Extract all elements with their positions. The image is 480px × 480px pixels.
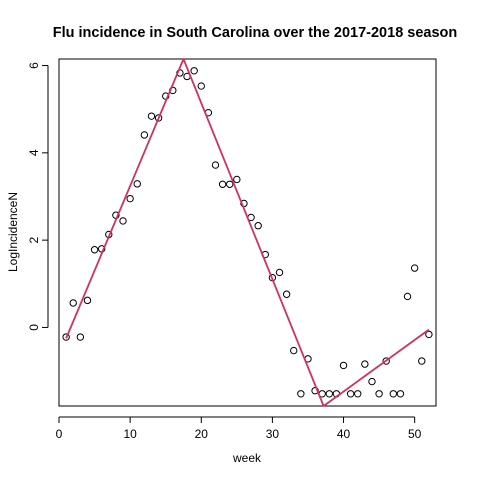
data-point: [147, 112, 156, 120]
data-point: [133, 180, 141, 188]
x-axis-label: week: [232, 451, 262, 465]
data-point: [339, 361, 348, 370]
y-tick-label: 2: [27, 236, 41, 243]
data-point: [254, 222, 262, 230]
x-tick-label: 20: [195, 427, 209, 441]
x-tick-label: 30: [266, 427, 280, 441]
y-tick-label: 6: [27, 62, 41, 69]
data-point: [126, 194, 134, 203]
data-point: [211, 161, 220, 169]
data-point: [282, 290, 291, 298]
data-point: [346, 390, 355, 398]
x-tick-label: 0: [56, 427, 63, 441]
data-point: [275, 268, 284, 277]
x-tick-label: 10: [123, 427, 137, 441]
data-point: [382, 357, 390, 365]
data-point: [425, 330, 433, 339]
data-point: [418, 357, 426, 365]
data-point: [368, 377, 376, 386]
data-point: [396, 390, 405, 398]
y-tick-label: 4: [27, 149, 41, 156]
y-axis-label: LogIncidenceN: [6, 192, 20, 272]
data-point: [361, 360, 369, 368]
data-point: [119, 217, 127, 225]
data-point: [197, 82, 205, 90]
data-point: [297, 390, 305, 398]
x-tick-label: 50: [408, 427, 422, 441]
data-point: [375, 390, 383, 398]
data-point: [403, 292, 412, 301]
data-point: [76, 333, 85, 341]
data-point: [62, 333, 70, 341]
plot-frame: [58, 58, 437, 407]
chart-title: Flu incidence in South Carolina over the…: [53, 25, 458, 41]
y-tick-label: 0: [27, 324, 41, 331]
data-point: [389, 390, 398, 398]
data-point: [140, 131, 149, 139]
data-point: [354, 390, 362, 398]
data-point: [233, 175, 241, 184]
data-point: [410, 264, 419, 272]
y-axis: 0 2 4 6: [27, 62, 49, 331]
data-point: [69, 299, 77, 307]
x-tick-label: 40: [337, 427, 351, 441]
fit-line: [65, 58, 430, 407]
data-point: [154, 114, 163, 122]
data-point: [190, 67, 198, 75]
data-point: [218, 180, 227, 188]
data-point: [226, 180, 234, 188]
data-point: [290, 346, 298, 355]
data-point: [90, 246, 99, 254]
x-axis: 0 10 20 30 40 50: [56, 416, 422, 441]
data-point: [325, 390, 334, 398]
fit-line-group: [65, 58, 430, 407]
data-points: [62, 67, 433, 398]
data-point: [83, 296, 92, 305]
